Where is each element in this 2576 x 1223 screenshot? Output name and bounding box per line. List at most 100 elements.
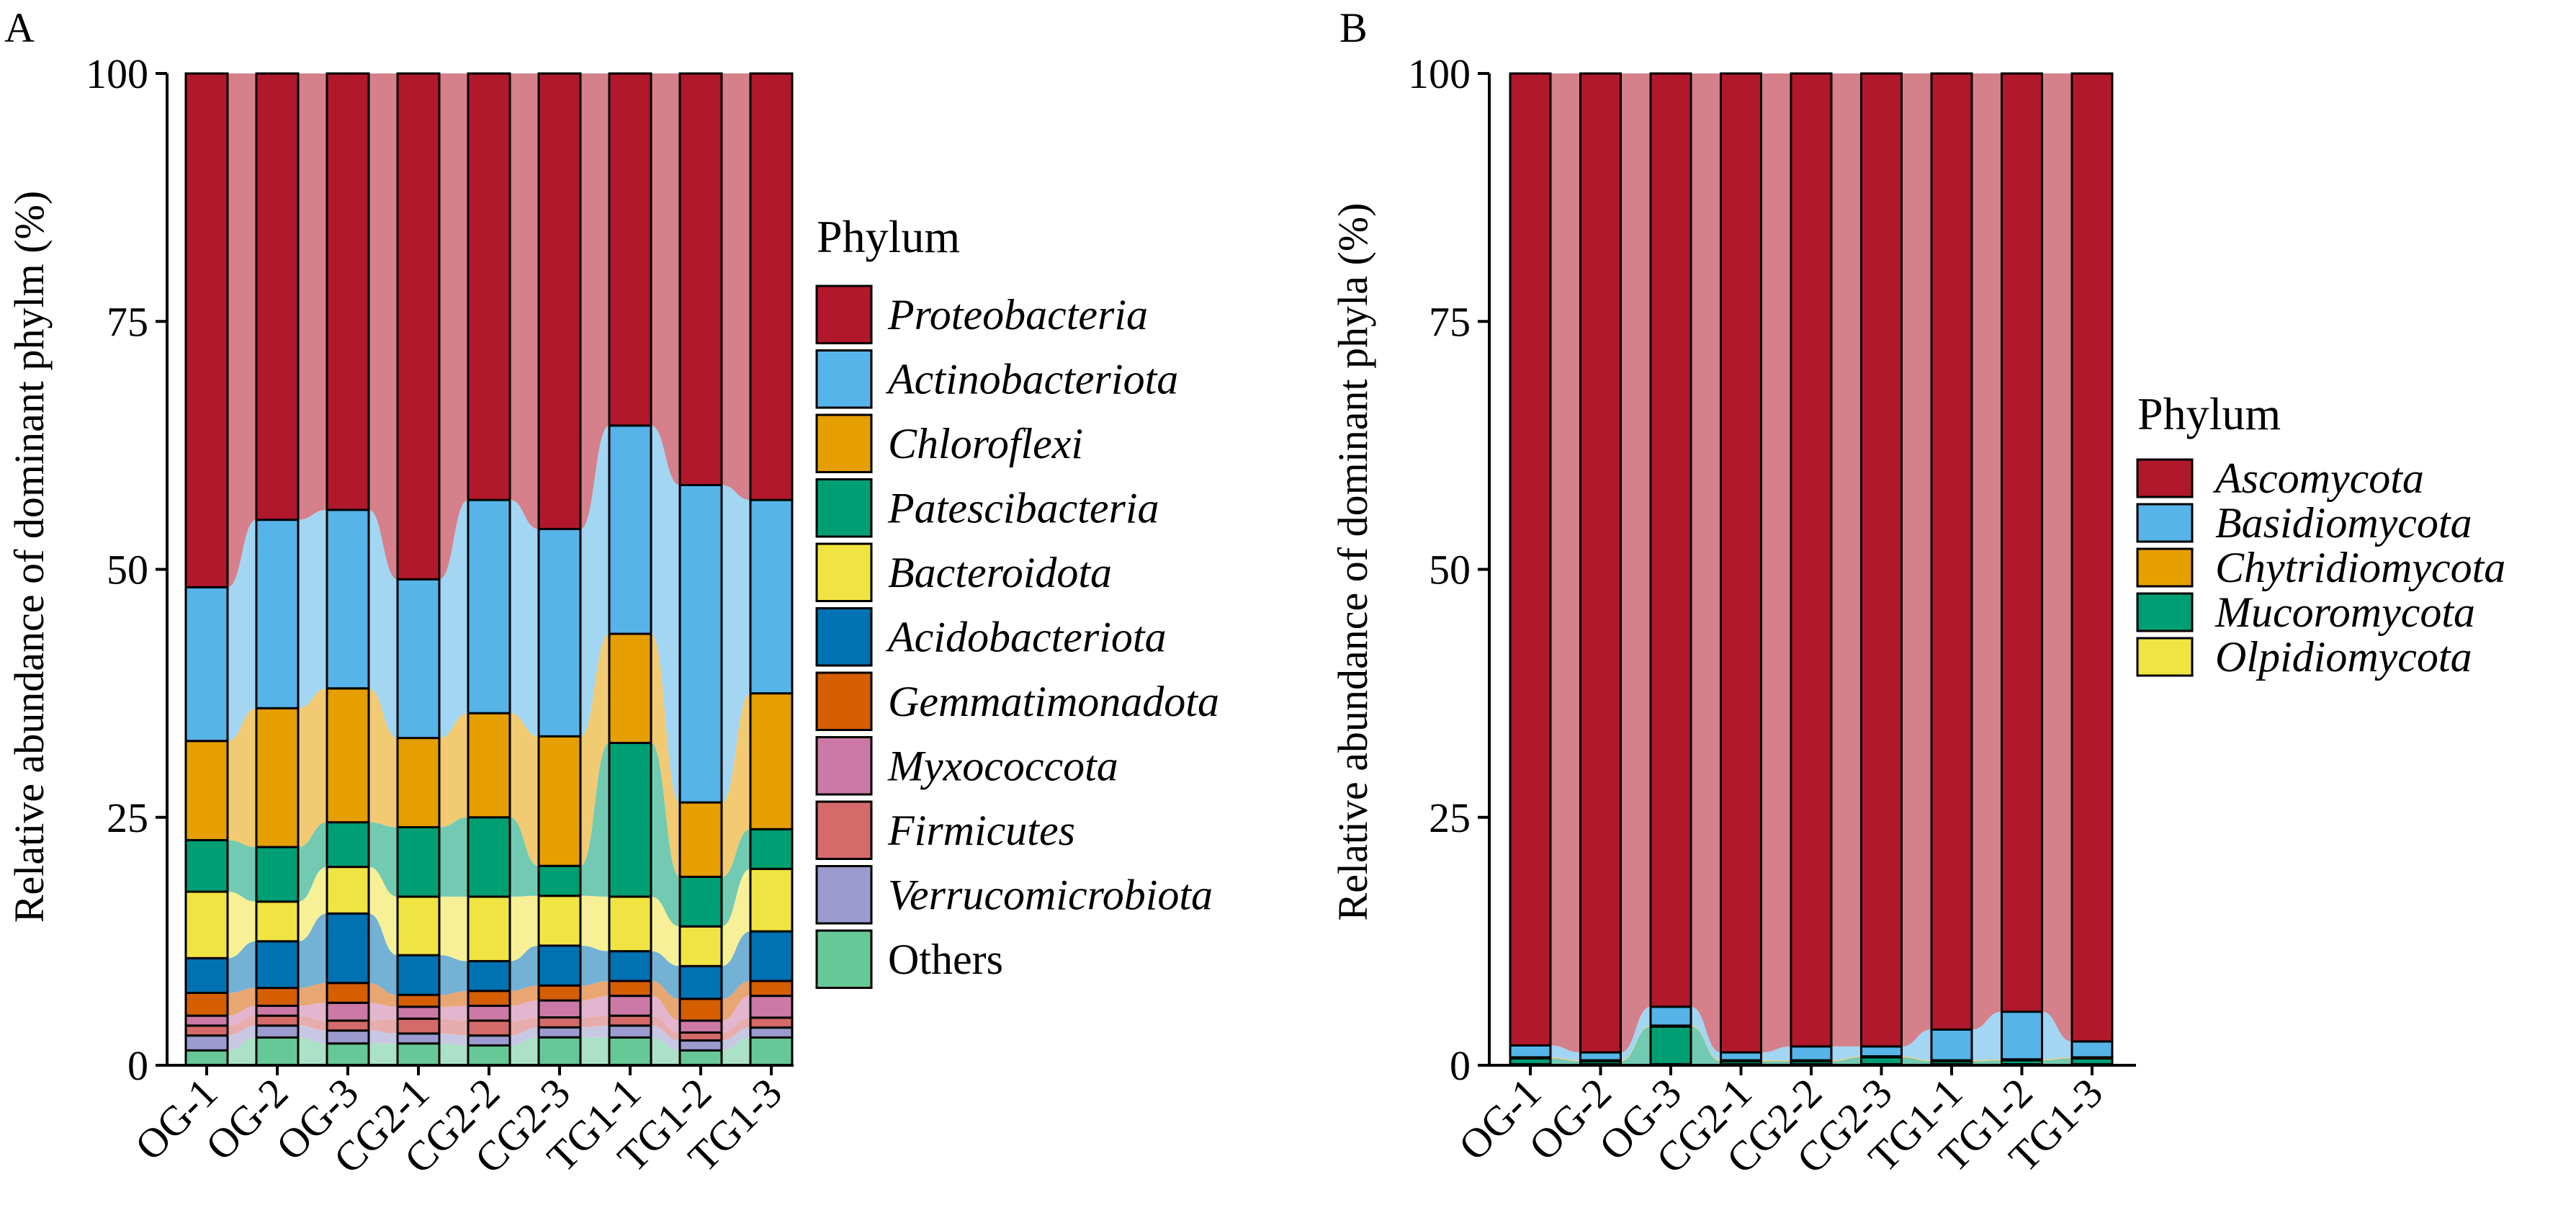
bar-segment-gemmatimonadota-tg1-2 <box>678 998 723 1022</box>
flow-chytridiomycota-8 <box>2042 1057 2072 1061</box>
flow-mucoromycota-3 <box>1691 1026 1721 1065</box>
bar-segment-verrucomicrobiota-tg1-1 <box>608 1024 652 1039</box>
bar-segment-chloroflexi-og-3 <box>326 687 370 824</box>
bar-segment-bacteroidota-cg2-1 <box>396 895 441 957</box>
legend-swatch-others <box>815 929 873 989</box>
bar-segment-patescibacteria-og-3 <box>326 821 370 869</box>
flow-firmicutes-2 <box>298 1016 327 1031</box>
flow-chloroflexi-8 <box>722 693 750 877</box>
flow-gemmatimonadota-3 <box>369 982 398 1007</box>
flow-firmicutes-7 <box>651 1016 680 1041</box>
legend-swatch-patescibacteria <box>815 478 873 538</box>
bar-segment-chloroflexi-tg1-1 <box>608 632 652 744</box>
bar-segment-myxococcota-tg1-1 <box>608 995 652 1017</box>
bar-segment-acidobacteriota-og-3 <box>326 912 370 985</box>
legend-label-olpidiomycota: Olpidiomycota <box>2215 633 2472 681</box>
flow-basidiomycota-4 <box>1761 1046 1791 1061</box>
bar-segment-bacteroidota-og-1 <box>184 890 229 959</box>
y-tick-label-0: 0 <box>1450 1042 1471 1089</box>
bar-segment-ascomycota-og-2 <box>1579 72 1622 1054</box>
flow-basidiomycota-3 <box>1691 1006 1721 1061</box>
bar-segment-patescibacteria-cg2-1 <box>396 826 441 898</box>
y-tick-label-25: 25 <box>1429 794 1471 841</box>
bar-segment-patescibacteria-cg2-3 <box>537 864 582 897</box>
y-tick-label-50: 50 <box>107 547 148 593</box>
flow-firmicutes-6 <box>580 1016 609 1028</box>
legend-label-chloroflexi: Chloroflexi <box>888 420 1083 467</box>
bar-segment-others-og-1 <box>184 1049 229 1067</box>
bar-segment-actinobacteriota-tg1-1 <box>608 424 652 635</box>
panel-b-bars <box>1509 72 2114 1067</box>
flow-mucoromycota-2 <box>1620 1026 1651 1065</box>
bar-segment-ascomycota-og-1 <box>1509 72 1552 1047</box>
flow-ascomycota-5 <box>1831 73 1862 1047</box>
flow-actinobacteriota-7 <box>651 425 680 803</box>
flow-ascomycota-4 <box>1761 73 1791 1053</box>
legend-swatch-acidobacteriota <box>815 607 873 667</box>
bar-segment-actinobacteriota-og-3 <box>326 509 370 690</box>
flow-chloroflexi-3 <box>369 688 398 828</box>
flow-verrucomicrobiota-3 <box>369 1030 398 1044</box>
flow-ascomycota-6 <box>1901 73 1931 1047</box>
flow-mucoromycota-7 <box>1972 1060 2002 1065</box>
bar-segment-others-cg2-2 <box>467 1044 511 1067</box>
flow-proteobacteria-1 <box>228 73 256 588</box>
flow-acidobacteriota-8 <box>722 931 750 999</box>
bar-segment-proteobacteria-og-1 <box>184 72 229 588</box>
flow-gemmatimonadota-7 <box>651 980 680 1021</box>
panel-b-flows <box>1550 73 2072 1065</box>
bar-segment-ascomycota-tg1-3 <box>2070 72 2114 1043</box>
bar-segment-others-cg2-3 <box>537 1036 582 1067</box>
bar-segment-verrucomicrobiota-cg2-3 <box>537 1026 582 1039</box>
legend-label-bacteroidota: Bacteroidota <box>888 549 1112 596</box>
bar-segment-firmicutes-tg1-3 <box>749 1016 794 1029</box>
bar-segment-gemmatimonadota-cg2-2 <box>467 990 511 1007</box>
flow-chytridiomycota-4 <box>1761 1060 1791 1062</box>
bar-segment-verrucomicrobiota-cg2-2 <box>467 1034 511 1047</box>
bar-segment-gemmatimonadota-cg2-3 <box>537 984 582 1002</box>
bar-segment-bacteroidota-cg2-3 <box>537 895 582 947</box>
legend-swatch-chytridiomycota <box>2136 547 2194 588</box>
bar-segment-proteobacteria-og-3 <box>326 72 370 511</box>
bar-segment-actinobacteriota-og-1 <box>184 586 229 743</box>
legend-label-others: Others <box>888 936 1003 983</box>
y-tick-label-25: 25 <box>107 794 148 841</box>
bar-segment-firmicutes-og-1 <box>184 1024 229 1037</box>
bar-segment-gemmatimonadota-og-1 <box>184 991 229 1017</box>
flow-basidiomycota-1 <box>1550 1045 1581 1061</box>
flow-chloroflexi-5 <box>510 713 539 866</box>
flow-basidiomycota-6 <box>1901 1029 1931 1061</box>
bar-segment-proteobacteria-cg2-2 <box>467 72 511 501</box>
flow-proteobacteria-7 <box>651 73 680 485</box>
bar-segment-gemmatimonadota-cg2-1 <box>396 993 441 1008</box>
bar-segment-myxococcota-cg2-1 <box>396 1005 441 1020</box>
bar-segment-basidiomycota-tg1-1 <box>1930 1028 1973 1062</box>
bar-segment-firmicutes-cg2-3 <box>537 1016 582 1029</box>
flow-chytridiomycota-2 <box>1620 1025 1651 1062</box>
bar-segment-others-tg1-3 <box>749 1036 794 1067</box>
legend-swatch-bacteroidota <box>815 542 873 602</box>
bar-segment-ascomycota-cg2-3 <box>1860 72 1903 1048</box>
bar-segment-verrucomicrobiota-og-3 <box>326 1029 370 1045</box>
legend-swatch-olpidiomycota <box>2136 637 2194 677</box>
bar-segment-bacteroidota-tg1-3 <box>749 867 794 933</box>
flow-verrucomicrobiota-1 <box>228 1025 256 1051</box>
legend-label-gemmatimonadota: Gemmatimonadota <box>888 678 1219 725</box>
flow-chytridiomycota-5 <box>1831 1056 1862 1062</box>
flow-myxococcota-5 <box>510 1000 539 1021</box>
flow-firmicutes-4 <box>439 1018 468 1036</box>
flow-bacteroidota-5 <box>510 895 539 962</box>
bar-segment-acidobacteriota-og-2 <box>255 940 300 990</box>
bar-segment-verrucomicrobiota-tg1-3 <box>749 1026 794 1039</box>
legend-label-verrucomicrobiota: Verrucomicrobiota <box>888 871 1213 918</box>
flow-acidobacteriota-2 <box>298 913 327 988</box>
bar-segment-acidobacteriota-cg2-2 <box>467 959 511 993</box>
bar-segment-actinobacteriota-tg1-2 <box>678 483 723 804</box>
flow-others-2 <box>298 1037 327 1065</box>
flow-gemmatimonadota-5 <box>510 985 539 1006</box>
flow-acidobacteriota-5 <box>510 945 539 991</box>
flow-others-7 <box>651 1037 680 1065</box>
bar-segment-myxococcota-og-2 <box>255 1004 300 1017</box>
flow-basidiomycota-8 <box>2042 1011 2072 1060</box>
bar-segment-ascomycota-cg2-2 <box>1790 72 1833 1048</box>
